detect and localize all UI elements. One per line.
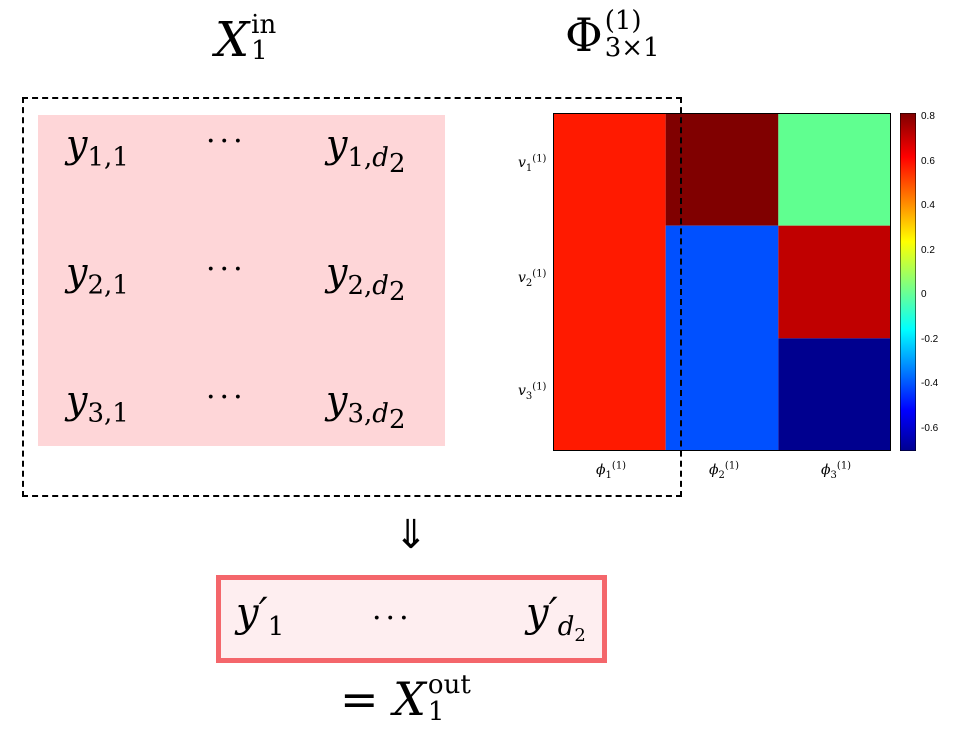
phi-heatmap xyxy=(553,113,891,451)
phi-matrix-title: Φ (1) 3×1 xyxy=(565,6,660,63)
heatmap-frame xyxy=(553,113,891,451)
matrix-cell-3-1: y3,1 xyxy=(66,378,129,429)
input-matrix-panel xyxy=(38,115,445,446)
result-subscript: 1 xyxy=(427,697,445,727)
matrix-cell-3-d2: y3,d2 xyxy=(326,378,406,435)
colorbar-tick-label: 0.2 xyxy=(921,244,935,256)
result-superscript: out xyxy=(427,670,471,700)
heatmap-cell-5 xyxy=(778,225,891,339)
heatmap-cell-1 xyxy=(553,113,666,451)
heatmap-colorbar xyxy=(900,113,916,451)
heatmap-row-label-3: v3(1) xyxy=(518,381,547,402)
result-prefix: = xyxy=(340,672,394,726)
colorbar-tick-label: -0.2 xyxy=(921,333,939,345)
matrix-cell-2-1: y2,1 xyxy=(66,250,129,301)
colorbar-tick-label: -0.6 xyxy=(921,422,939,434)
heatmap-cell-4 xyxy=(778,113,891,226)
input-title-subscript: 1 xyxy=(251,36,268,66)
colorbar-tick-label: -0.4 xyxy=(921,378,939,390)
colorbar-tick-label: 0.8 xyxy=(921,111,935,123)
result-symbol: X xyxy=(393,672,426,726)
matrix-dots-row-1: ··· xyxy=(206,124,247,159)
heatmap-cell-6 xyxy=(778,338,891,451)
heatmap-row-label-1: v1(1) xyxy=(518,153,547,174)
heatmap-col-label-2: ϕ2(1) xyxy=(709,460,740,481)
output-vector-box xyxy=(216,575,607,663)
heatmap-row-label-2: v2(1) xyxy=(518,268,547,289)
output-dots: ··· xyxy=(372,601,413,636)
output-cell-1: y′1 xyxy=(236,590,285,642)
output-cell-d2: y′d2 xyxy=(526,590,586,647)
input-title-superscript: in xyxy=(251,10,277,40)
matrix-dots-row-3: ··· xyxy=(206,380,247,415)
colorbar-tick-label: 0.6 xyxy=(921,155,935,167)
heatmap-cell-3 xyxy=(665,225,779,451)
heatmap-col-label-3: ϕ3(1) xyxy=(821,460,852,481)
down-double-arrow-icon: ⇓ xyxy=(394,512,428,558)
matrix-dots-row-2: ··· xyxy=(206,252,247,287)
colorbar-tick-label: 0 xyxy=(921,289,927,301)
phi-title-subscript: 3×1 xyxy=(604,33,660,63)
input-title-symbol: X xyxy=(215,12,250,68)
matrix-cell-2-d2: y2,d2 xyxy=(326,250,406,307)
colorbar-tick-label: 0.4 xyxy=(921,200,935,212)
heatmap-col-label-1: ϕ1(1) xyxy=(596,460,627,481)
phi-title-superscript: (1) xyxy=(604,6,642,36)
matrix-cell-1-1: y1,1 xyxy=(66,122,129,173)
matrix-cell-1-d2: y1,d2 xyxy=(326,122,406,179)
heatmap-cell-2 xyxy=(665,113,779,226)
phi-title-symbol: Φ xyxy=(565,8,603,62)
